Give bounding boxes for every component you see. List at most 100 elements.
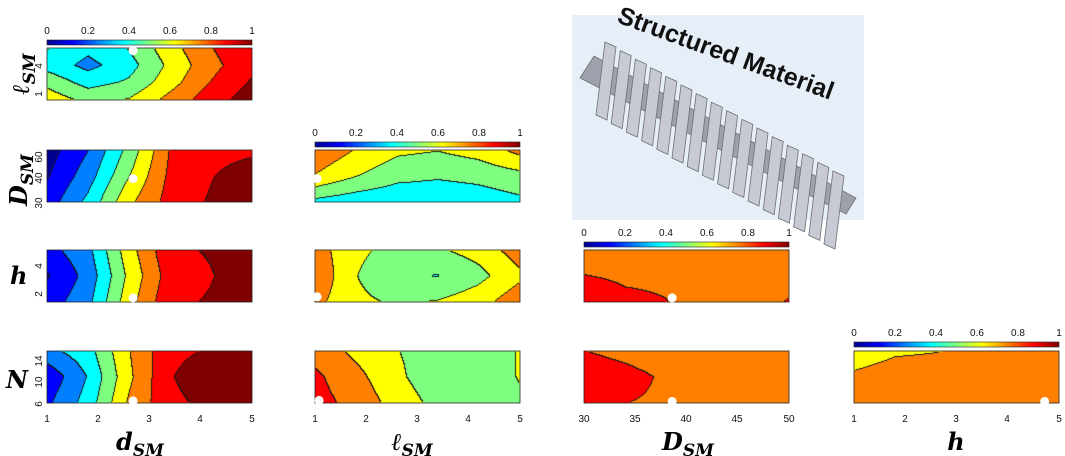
panel-frame	[314, 249, 521, 303]
fin-plate	[793, 153, 815, 233]
fin-plate	[595, 41, 617, 121]
colorbar-tick: 0.8	[1011, 328, 1025, 339]
x-tick: 2	[363, 414, 369, 425]
contour-fill	[315, 250, 520, 302]
y-axis-label-N: N	[5, 365, 29, 394]
colorbar-tick: 0.4	[122, 26, 136, 37]
x-tick: 30	[578, 414, 590, 425]
x-axis-label-DSM: DSM	[661, 427, 715, 456]
colorbar-tick: 1	[1056, 328, 1062, 339]
panel-frame	[46, 47, 253, 101]
contour-fill	[47, 150, 252, 202]
contour-panel-h-vs-N	[853, 350, 1060, 406]
contour-panel-ℓ_SM-vs-D_SM	[312, 149, 521, 203]
panel-frame	[46, 249, 253, 303]
fin-plate	[656, 75, 678, 155]
fin-plate	[717, 110, 739, 190]
panel-frame	[46, 350, 253, 404]
panel-frame	[46, 149, 253, 203]
x-tick: 4	[197, 414, 203, 425]
x-tick: 1	[851, 414, 857, 425]
colorbar-tick: 1	[517, 128, 523, 139]
contour-panel-d_SM-vs-ℓ_SM	[46, 46, 253, 101]
x-tick: 4	[465, 414, 471, 425]
colorbar-tick: 0.2	[888, 328, 902, 339]
fin-plate	[610, 50, 632, 130]
y-tick: 2	[34, 291, 45, 297]
x-axis-label-lSM: ℓSM	[391, 427, 434, 456]
colorbar-tick: 0.4	[929, 328, 943, 339]
x-tick: 2	[95, 414, 101, 425]
optimum-marker	[128, 396, 138, 406]
colorbar-tick: 0	[44, 26, 50, 37]
y-tick: 30	[34, 197, 45, 209]
colorbar-tick: 0.2	[81, 26, 95, 37]
y-axis-label-DSM: DSM	[4, 153, 38, 207]
x-tick: 3	[414, 414, 420, 425]
contour-panel-ℓ_SM-vs-N	[314, 350, 521, 405]
fin-plate	[732, 118, 754, 198]
fin-plate	[686, 93, 708, 173]
colorbar-tick: 0.8	[204, 26, 218, 37]
optimum-marker	[314, 395, 324, 405]
colorbar-tick: 0.6	[700, 228, 714, 239]
x-tick: 35	[629, 414, 641, 425]
y-tick: 40	[34, 172, 45, 184]
colorbar-tick: 0.8	[472, 128, 486, 139]
y-tick: 1	[34, 91, 45, 97]
y-tick: 60	[34, 151, 45, 163]
panel-frame	[583, 350, 790, 404]
colorbar-row1: 0 0.2 0.4 0.6 0.8 1	[44, 26, 255, 46]
optimum-marker	[312, 292, 322, 302]
x-tick-labels-lSM: 1 2 3 4 5	[312, 414, 523, 425]
fin-plate	[671, 84, 693, 164]
contour-panel-D_SM-vs-N	[583, 350, 790, 406]
contour-panel-D_SM-vs-h	[583, 249, 790, 303]
x-tick: 5	[1056, 414, 1062, 425]
x-tick: 5	[517, 414, 523, 425]
colorbar-tick: 0.4	[390, 128, 404, 139]
colorbar-row3: 0 0.2 0.4 0.6 0.8 1	[581, 228, 792, 248]
x-tick: 4	[1004, 414, 1010, 425]
colorbar-tick: 0.4	[659, 228, 673, 239]
y-tick: 4	[34, 263, 45, 269]
colorbar-tick: 0	[851, 328, 857, 339]
colorbar-tick: 0.2	[349, 128, 363, 139]
optimum-marker	[667, 396, 677, 406]
x-axis-label-dSM: dSM	[116, 427, 165, 456]
contour-panel-ℓ_SM-vs-h	[312, 249, 521, 303]
colorbar-tick: 0.6	[163, 26, 177, 37]
colorbar-tick: 0.8	[741, 228, 755, 239]
colorbar-tick: 0	[312, 128, 318, 139]
fin-plate	[762, 136, 784, 216]
fin-plate	[625, 58, 647, 138]
contour-panel-d_SM-vs-N	[46, 350, 253, 406]
optimum-marker	[128, 46, 138, 56]
row-tick-labels: 1 4 30 40 60 2 4 6 10 14	[34, 63, 45, 407]
x-tick: 45	[731, 414, 743, 425]
contour-panels	[46, 46, 1060, 406]
x-tick-labels-h: 1 2 3 4 5	[851, 414, 1062, 425]
y-tick: 6	[34, 401, 45, 407]
optimum-marker	[312, 174, 322, 184]
y-tick: 14	[34, 355, 45, 367]
contour-fill	[584, 351, 789, 403]
colorbar-row2: 0 0.2 0.4 0.6 0.8 1	[312, 128, 523, 148]
x-tick-labels-DSM: 30 35 40 45 50	[578, 414, 795, 425]
x-tick: 50	[783, 414, 795, 425]
fin-plate	[747, 127, 769, 207]
colorbar-row4: 0 0.2 0.4 0.6 0.8 1	[851, 328, 1062, 348]
x-tick: 5	[249, 414, 255, 425]
fin-array-icon	[579, 41, 857, 250]
panel-frame	[583, 249, 790, 303]
colorbar-tick: 0	[581, 228, 587, 239]
contour-fill	[47, 48, 252, 100]
structured-material-inset: Structured Material	[572, 1, 864, 250]
x-tick: 1	[312, 414, 318, 425]
colorbar-tick: 1	[249, 26, 255, 37]
x-axis-label-h: h	[947, 427, 964, 456]
colorbar-tick: 0.6	[431, 128, 445, 139]
x-tick: 1	[44, 414, 50, 425]
optimum-marker	[128, 174, 138, 184]
panel-frame	[853, 350, 1060, 404]
